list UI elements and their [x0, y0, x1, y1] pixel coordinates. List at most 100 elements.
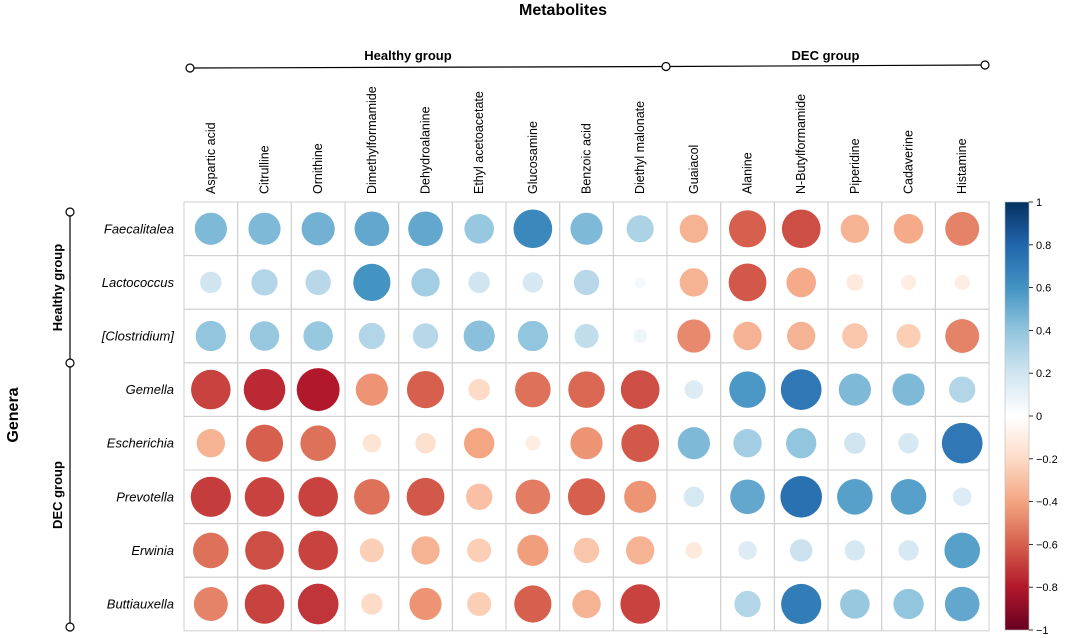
- correlation-circle: [952, 487, 972, 507]
- correlation-circle: [354, 479, 390, 515]
- column-label: Dehydroalanine: [419, 106, 433, 194]
- correlation-circles: [190, 209, 983, 625]
- correlation-circle: [570, 427, 603, 460]
- correlation-circle: [789, 539, 813, 562]
- correlation-circle: [464, 428, 495, 459]
- correlation-circle: [892, 373, 925, 406]
- correlation-circle: [464, 214, 494, 244]
- correlation-circle: [838, 373, 871, 406]
- correlation-circle: [573, 269, 600, 296]
- row-labels: Faecalitalea Lactococcus [Clostridium] Geme…: [101, 221, 175, 611]
- correlation-circle: [624, 480, 657, 513]
- correlation-circle: [893, 588, 924, 620]
- correlation-circle: [572, 589, 601, 619]
- correlation-circle: [409, 587, 442, 621]
- correlation-circle: [683, 486, 705, 507]
- correlation-circle: [248, 212, 281, 245]
- correlation-circle: [730, 479, 765, 515]
- colorbar-tick-label: 0.8: [1036, 240, 1051, 252]
- correlation-circle: [893, 214, 924, 244]
- correlation-circle: [780, 476, 822, 518]
- colorbar-tick-label: −0.2: [1036, 454, 1058, 466]
- column-label: Citrulline: [258, 145, 272, 194]
- correlation-circle: [522, 272, 544, 293]
- correlation-circle: [900, 274, 917, 290]
- column-label: Guaiacol: [687, 145, 701, 194]
- correlation-circle: [517, 320, 549, 352]
- column-group-node: [980, 60, 990, 70]
- colorbar-tick-label: 0.4: [1036, 325, 1051, 337]
- row-label: Faecalitalea: [104, 221, 174, 236]
- column-label: Diethyl malonate: [633, 101, 647, 194]
- correlation-circle: [633, 329, 647, 343]
- correlation-circle: [733, 429, 762, 458]
- correlation-circle: [463, 320, 495, 352]
- correlation-circle: [514, 585, 552, 623]
- correlation-circle: [733, 321, 762, 351]
- correlation-circle: [517, 534, 549, 566]
- correlation-circle: [898, 540, 919, 561]
- column-label: Dimethylformamide: [365, 86, 379, 194]
- correlation-circle: [734, 590, 761, 618]
- correlation-circle: [355, 373, 388, 406]
- grid-cell: [934, 576, 990, 632]
- correlation-circle: [738, 541, 757, 560]
- correlation-circle: [780, 369, 822, 410]
- row-label: [Clostridium]: [101, 329, 175, 344]
- correlation-circle: [194, 212, 227, 245]
- row-group-brackets: Healthy group DEC group: [50, 207, 75, 632]
- column-group-label: DEC group: [792, 48, 860, 63]
- correlation-circle: [196, 429, 226, 458]
- correlation-circle: [195, 320, 227, 352]
- correlation-circle: [191, 369, 231, 410]
- correlation-circle: [626, 215, 654, 243]
- column-label: Piperidine: [848, 138, 862, 194]
- colorbar-tick-label: −0.4: [1036, 497, 1058, 509]
- column-labels: Aspartic acid Citrulline Ornithine Dimethyl…: [204, 86, 969, 194]
- row-label: Escherichia: [107, 436, 174, 451]
- correlation-circle: [574, 324, 599, 348]
- correlation-circle: [358, 322, 385, 350]
- correlation-circle: [570, 212, 603, 245]
- correlation-circle: [679, 214, 709, 243]
- row-group-node: [65, 358, 75, 368]
- correlation-circle: [415, 433, 436, 454]
- row-group-node: [65, 207, 75, 217]
- correlation-circle: [354, 211, 390, 247]
- correlation-circle: [787, 321, 816, 351]
- correlation-circle: [944, 532, 981, 569]
- row-group-node: [65, 622, 75, 632]
- colorbar-tick-label: 0.6: [1036, 283, 1051, 295]
- column-group-line: [189, 65, 667, 69]
- correlation-circle: [844, 432, 866, 454]
- colorbar-tick-label: 0.2: [1036, 368, 1051, 380]
- colorbar-tick-label: −0.8: [1036, 582, 1058, 594]
- correlation-circle: [406, 477, 445, 516]
- column-group-line: [665, 64, 986, 68]
- correlation-circle: [677, 427, 710, 460]
- correlation-circle: [837, 479, 873, 515]
- row-group-label: DEC group: [50, 461, 65, 529]
- correlation-circle: [190, 476, 231, 517]
- correlation-circle: [251, 269, 278, 296]
- correlation-circle: [361, 593, 383, 615]
- correlation-circle: [684, 380, 704, 399]
- correlation-circle: [412, 323, 439, 349]
- grid-cell: [666, 576, 722, 632]
- column-label: N-Butylformamide: [794, 94, 808, 194]
- correlation-circle: [249, 321, 280, 351]
- correlation-circle: [568, 371, 605, 408]
- correlation-circle: [200, 271, 222, 294]
- correlation-circle: [846, 274, 864, 291]
- column-label: Ornithine: [311, 143, 325, 194]
- correlation-circle: [781, 583, 822, 625]
- correlation-circle: [620, 370, 660, 409]
- correlation-circle: [245, 531, 284, 570]
- correlation-circle: [573, 537, 600, 564]
- grid-cells: [183, 201, 990, 632]
- column-group-node: [661, 61, 671, 72]
- column-group-brackets: Healthy group DEC group: [185, 48, 990, 73]
- correlation-circle: [679, 268, 709, 297]
- column-label: Alanine: [741, 152, 755, 194]
- correlation-circle: [685, 542, 703, 559]
